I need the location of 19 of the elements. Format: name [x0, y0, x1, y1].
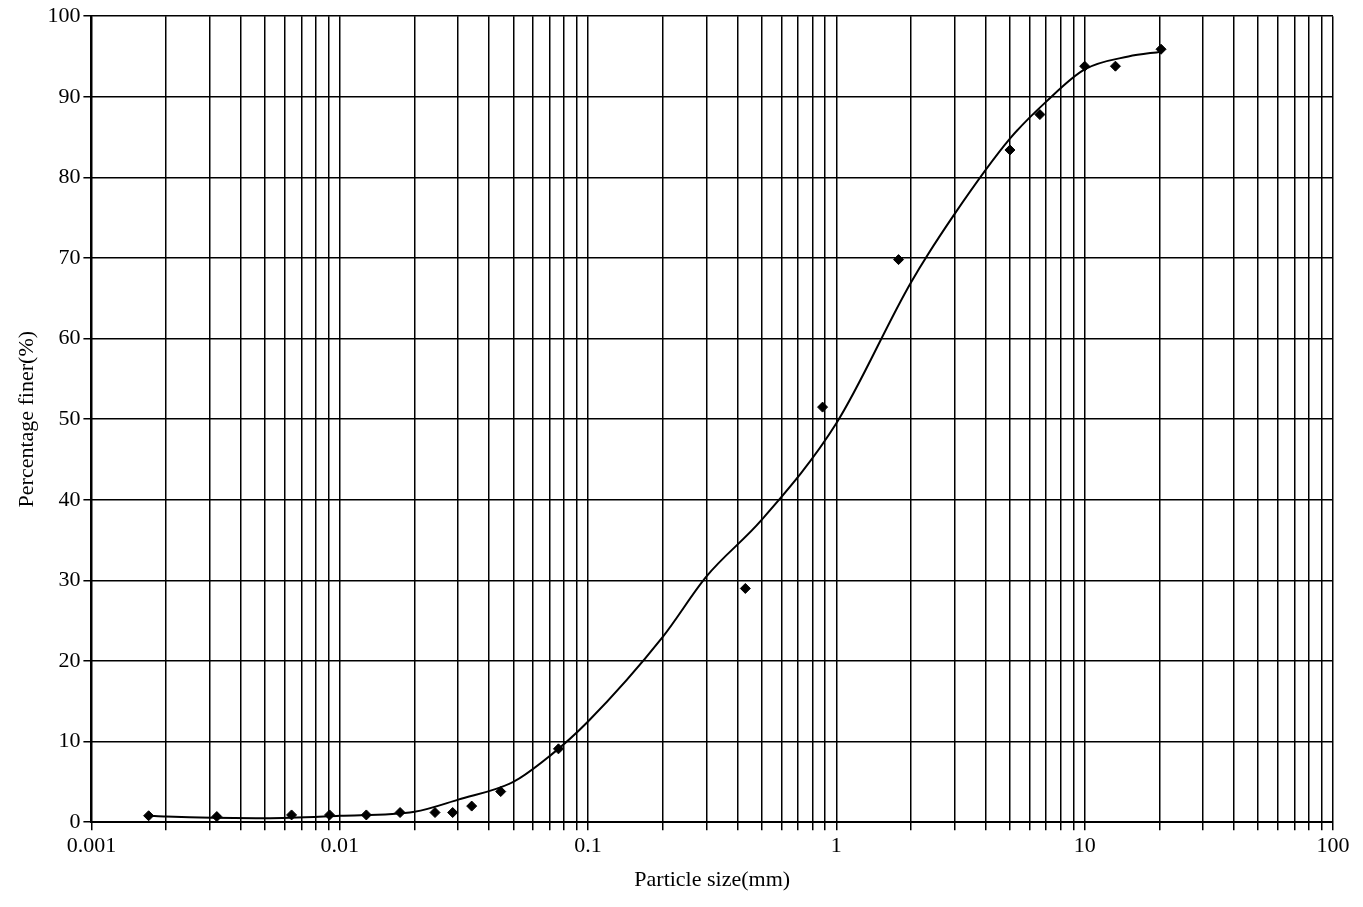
- y-tick-label: 20: [58, 646, 81, 672]
- y-tick-label: 10: [58, 727, 81, 753]
- y-tick-label: 100: [47, 1, 81, 27]
- y-tick-label: 0: [69, 807, 81, 833]
- y-tick-label: 60: [58, 324, 81, 350]
- x-tick-label: 10: [1073, 832, 1096, 858]
- x-tick-label: 100: [1316, 832, 1350, 858]
- y-tick-label: 80: [58, 163, 81, 189]
- x-tick-label: 0.001: [66, 832, 117, 858]
- y-axis-title: Percentage finer(%): [12, 330, 38, 508]
- y-tick-label: 90: [58, 82, 81, 108]
- y-tick-label: 30: [58, 566, 81, 592]
- y-tick-label: 50: [58, 404, 81, 430]
- x-tick-label: 1: [830, 832, 842, 858]
- x-tick-label: 0.01: [320, 832, 359, 858]
- x-tick-label: 0.1: [574, 832, 602, 858]
- y-tick-label: 70: [58, 243, 81, 269]
- x-axis-title: Particle size(mm): [634, 865, 791, 891]
- y-tick-label: 40: [58, 485, 81, 511]
